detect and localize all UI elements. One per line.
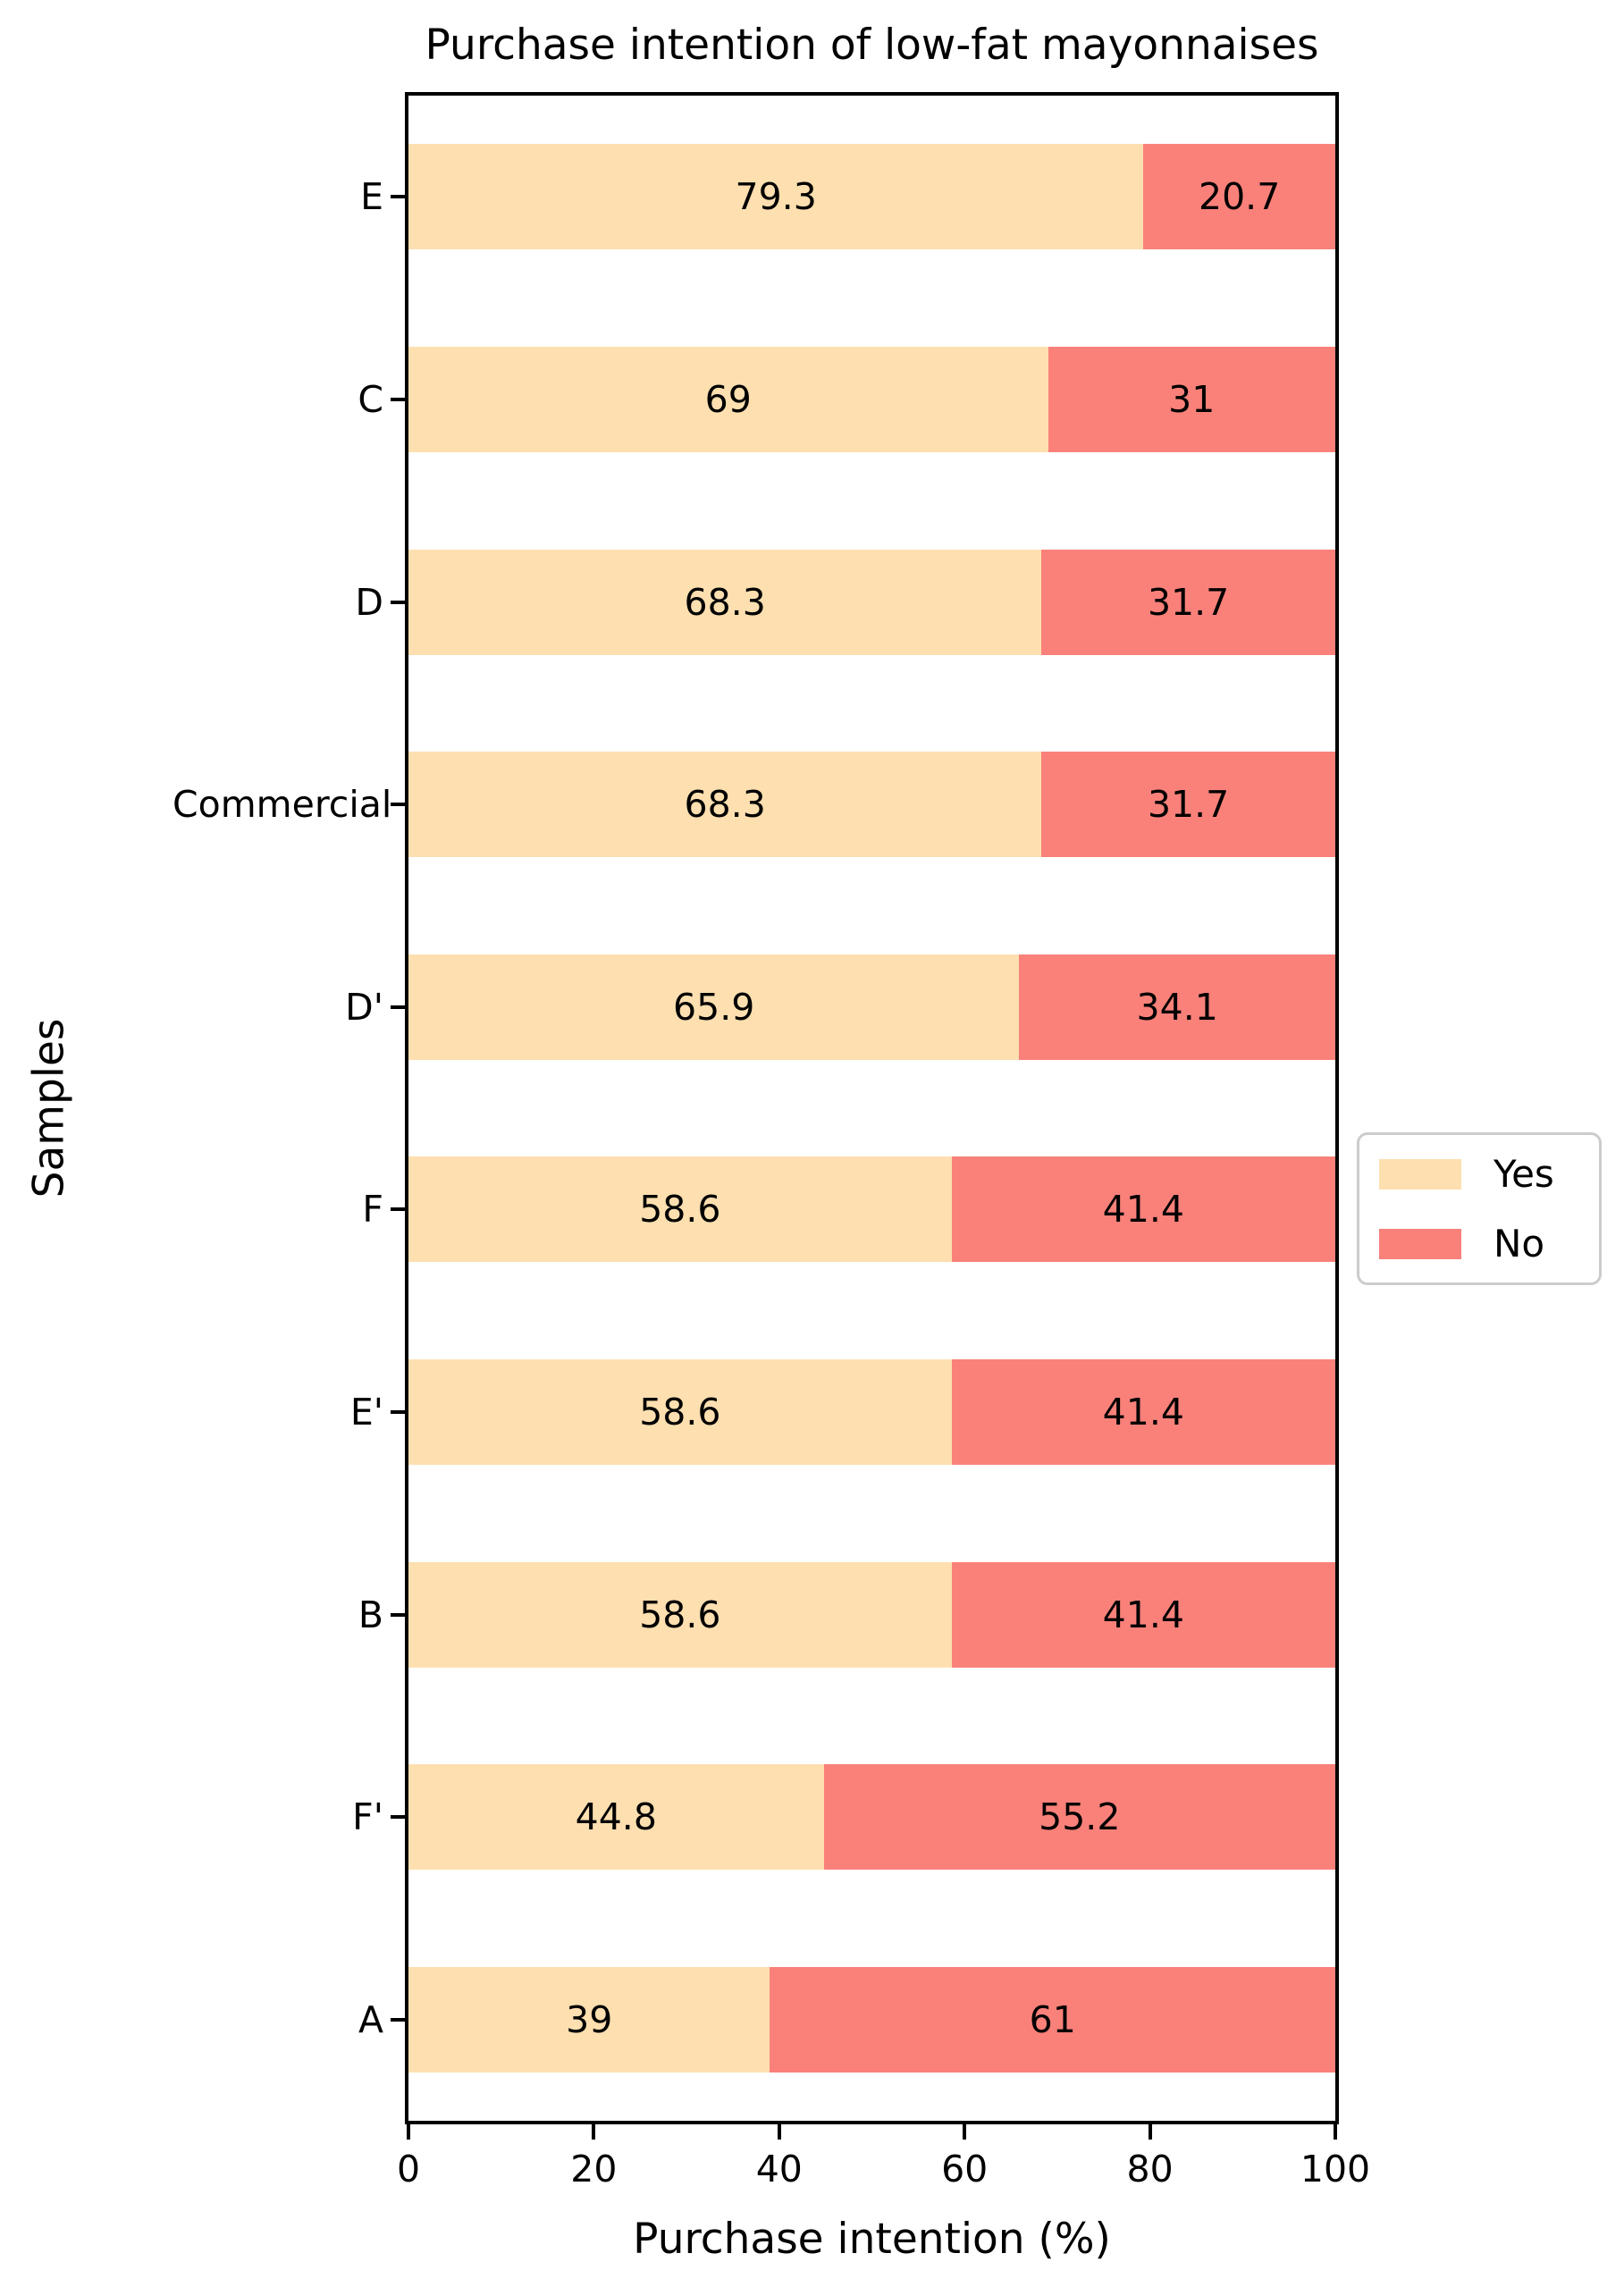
bar-value-label: 39 (566, 1997, 613, 2041)
y-tick-mark (391, 2017, 405, 2022)
bar-segment-no-row6: 41.4 (951, 1358, 1335, 1465)
bar-segment-no-row3: 31.7 (1041, 752, 1335, 858)
bar-value-label: 34.1 (1136, 985, 1218, 1029)
bar-segment-no-row5: 41.4 (951, 1156, 1335, 1263)
y-tick-mark (391, 803, 405, 807)
bar-value-label: 31 (1168, 377, 1216, 421)
bar-value-label: 41.4 (1102, 1188, 1184, 1232)
bar-value-label: 31.7 (1147, 783, 1230, 827)
legend-label: No (1494, 1221, 1545, 1265)
x-tick-label: 80 (1126, 2148, 1174, 2190)
bar-segment-yes-row3: 68.3 (408, 752, 1042, 858)
x-tick-mark (963, 2124, 967, 2140)
bar-segment-yes-row4: 65.9 (408, 954, 1020, 1060)
bar-segment-yes-row9: 39 (408, 1966, 770, 2073)
chart-title: Purchase intention of low-fat mayonnaise… (425, 21, 1319, 70)
bar-segment-no-row1: 31 (1048, 346, 1335, 452)
bar-value-label: 65.9 (673, 985, 755, 1029)
bar-value-label: 79.3 (735, 175, 817, 219)
bar-segment-yes-row5: 58.6 (408, 1156, 952, 1263)
y-axis-title: Samples (24, 1018, 74, 1198)
y-tick-label: C (358, 377, 383, 421)
bar-segment-yes-row7: 58.6 (408, 1561, 952, 1668)
bar-segment-no-row8: 55.2 (823, 1764, 1335, 1871)
y-tick-mark (391, 1409, 405, 1414)
y-tick-label: D' (345, 985, 383, 1029)
x-tick-mark (1148, 2124, 1152, 2140)
bar-value-label: 69 (704, 377, 752, 421)
bar-value-label: 44.8 (575, 1795, 657, 1839)
bar-segment-no-row9: 61 (770, 1966, 1335, 2073)
y-tick-mark (391, 600, 405, 604)
y-tick-mark (391, 1207, 405, 1212)
x-tick-label: 60 (941, 2148, 989, 2190)
bar-value-label: 68.3 (684, 580, 766, 624)
bar-segment-yes-row6: 58.6 (408, 1358, 952, 1465)
y-tick-label: Commercial (172, 783, 392, 827)
x-tick-mark (592, 2124, 596, 2140)
y-tick-label: F (362, 1188, 383, 1232)
plot-area: 79.3 20.7 E 69 31 C 68.3 31.7 D 68.3 31.7 Commercia… (172, 92, 1370, 2190)
y-tick-mark (391, 1005, 405, 1009)
bar-value-label: 41.4 (1102, 1593, 1184, 1636)
bar-value-label: 58.6 (639, 1593, 721, 1636)
y-tick-mark (391, 1815, 405, 1820)
y-tick-label: E (360, 175, 383, 219)
x-axis-title: Purchase intention (%) (633, 2215, 1111, 2264)
x-tick-label: 20 (570, 2148, 618, 2190)
x-tick-label: 40 (755, 2148, 803, 2190)
x-tick-label: 0 (396, 2148, 421, 2190)
bar-value-label: 68.3 (684, 783, 766, 827)
bar-value-label: 61 (1029, 1997, 1076, 2041)
bar-value-label: 31.7 (1147, 580, 1230, 624)
y-tick-label: B (358, 1593, 383, 1636)
bar-value-label: 41.4 (1102, 1390, 1184, 1434)
legend-item-yes: Yes (1379, 1151, 1599, 1196)
bar-value-label: 58.6 (639, 1390, 721, 1434)
bar-segment-no-row4: 34.1 (1019, 954, 1335, 1060)
y-tick-label: F' (352, 1795, 383, 1839)
bar-segment-no-row7: 41.4 (951, 1561, 1335, 1668)
bar-value-label: 55.2 (1039, 1795, 1121, 1839)
bar-value-label: 20.7 (1199, 175, 1281, 219)
bar-segment-no-row0: 20.7 (1143, 144, 1335, 250)
x-tick-mark (1334, 2124, 1337, 2140)
bar-value-label: 58.6 (639, 1188, 721, 1232)
bar-segment-yes-row1: 69 (408, 346, 1048, 452)
bar-segment-yes-row8: 44.8 (408, 1764, 824, 1871)
legend-swatch-no (1379, 1228, 1461, 1259)
legend: Yes No (1357, 1132, 1602, 1285)
y-tick-label: D (355, 580, 383, 624)
x-tick-mark (777, 2124, 781, 2140)
y-tick-mark (391, 397, 405, 401)
x-tick-label: 100 (1300, 2148, 1371, 2190)
y-tick-label: A (358, 1997, 383, 2041)
y-tick-mark (391, 195, 405, 199)
bar-segment-yes-row0: 79.3 (408, 144, 1144, 250)
legend-label: Yes (1494, 1151, 1554, 1196)
x-tick-mark (407, 2124, 410, 2140)
y-tick-label: E' (349, 1390, 383, 1434)
bar-segment-yes-row2: 68.3 (408, 549, 1042, 655)
bar-segment-no-row2: 31.7 (1041, 549, 1335, 655)
y-tick-mark (391, 1612, 405, 1617)
legend-swatch-yes (1379, 1158, 1461, 1190)
legend-item-no: No (1379, 1221, 1599, 1265)
